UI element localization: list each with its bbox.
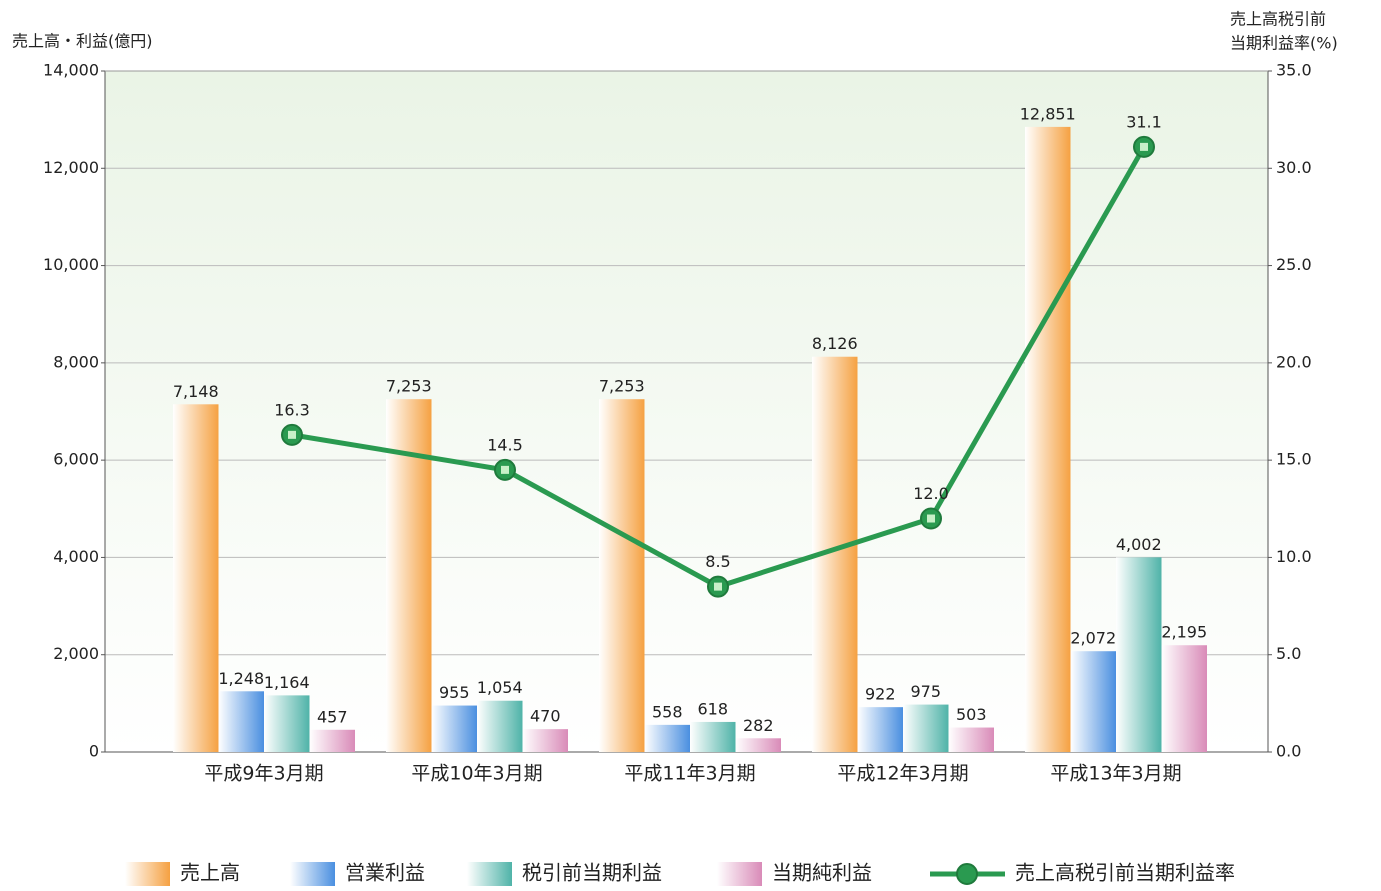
data-label: 2,072: [1070, 629, 1116, 648]
y-tick-label: 12,000: [43, 158, 99, 177]
y-tick-label: 0: [89, 742, 99, 761]
bar: [644, 724, 690, 752]
data-label: 1,248: [218, 669, 264, 688]
point-center: [927, 514, 935, 523]
bar: [264, 695, 310, 752]
y2-tick-label: 15.0: [1276, 450, 1312, 469]
bar: [218, 691, 264, 752]
y-tick-label: 8,000: [53, 352, 99, 371]
data-label: 457: [317, 707, 348, 726]
data-label: 8,126: [812, 334, 858, 353]
legend-label: 売上高: [180, 861, 240, 885]
bar: [309, 729, 355, 752]
legend-swatch: [125, 862, 170, 886]
y2-tick-label: 0.0: [1276, 742, 1301, 761]
legend-label: 当期純利益: [772, 861, 872, 885]
x-tick-label: 平成9年3月期: [204, 763, 323, 785]
data-label: 282: [743, 716, 774, 735]
data-label: 922: [865, 685, 896, 704]
legend-label: 営業利益: [345, 861, 425, 885]
point-center: [1140, 142, 1148, 151]
y2-tick-label: 5.0: [1276, 644, 1301, 663]
y2-tick-label: 20.0: [1276, 352, 1312, 371]
bar: [1070, 651, 1116, 752]
data-label: 558: [652, 702, 683, 721]
x-tick-label: 平成13年3月期: [1050, 763, 1181, 785]
bar: [735, 738, 781, 752]
data-label: 503: [956, 705, 987, 724]
y2-tick-label: 35.0: [1276, 61, 1312, 80]
bar: [1025, 126, 1071, 753]
bar: [477, 700, 523, 752]
data-label: 1,164: [264, 673, 310, 692]
data-label: 7,148: [173, 382, 219, 401]
bar: [431, 705, 477, 752]
x-tick-label: 平成11年3月期: [624, 763, 755, 785]
bar: [599, 399, 645, 752]
point-center: [288, 430, 296, 439]
plot-background: [105, 71, 1268, 752]
x-tick-label: 平成10年3月期: [411, 763, 542, 785]
data-label: 470: [530, 707, 561, 726]
y2-tick-label: 30.0: [1276, 158, 1312, 177]
legend-label: 売上高税引前当期利益率: [1015, 861, 1235, 885]
data-label: 2,195: [1161, 623, 1207, 642]
y2-axis-label: 当期利益率(%): [1230, 34, 1338, 53]
legend-swatch: [717, 862, 762, 886]
legend-label: 税引前当期利益: [522, 861, 662, 885]
y2-tick-label: 10.0: [1276, 547, 1312, 566]
y2-tick-label: 25.0: [1276, 255, 1312, 274]
point-center: [501, 465, 509, 474]
bar: [1161, 645, 1207, 752]
legend-swatch: [467, 862, 512, 886]
y-tick-label: 4,000: [53, 547, 99, 566]
point-center: [714, 582, 722, 591]
bar: [903, 704, 949, 752]
bar: [173, 404, 219, 752]
y2-axis-label: 売上高税引前: [1230, 10, 1326, 29]
y-tick-label: 10,000: [43, 255, 99, 274]
data-label: 7,253: [599, 377, 645, 396]
bar: [522, 729, 568, 752]
data-label: 12.0: [913, 484, 949, 503]
legend-point: [956, 863, 978, 885]
bar: [948, 727, 994, 752]
y-tick-label: 2,000: [53, 644, 99, 663]
bar: [690, 721, 736, 752]
data-label: 1,054: [477, 678, 523, 697]
x-tick-label: 平成12年3月期: [837, 763, 968, 785]
y-tick-label: 14,000: [43, 61, 99, 80]
bar: [857, 707, 903, 752]
data-label: 8.5: [705, 552, 730, 571]
data-label: 4,002: [1116, 535, 1162, 554]
data-label: 975: [910, 682, 941, 701]
data-label: 31.1: [1126, 112, 1162, 131]
data-label: 12,851: [1020, 104, 1076, 123]
legend-swatch: [290, 862, 335, 886]
data-label: 618: [697, 699, 728, 718]
bar: [1116, 557, 1162, 752]
y-axis-label: 売上高・利益(億円): [12, 32, 153, 51]
data-label: 7,253: [386, 377, 432, 396]
data-label: 14.5: [487, 435, 523, 454]
data-label: 16.3: [274, 400, 310, 419]
data-label: 955: [439, 683, 470, 702]
y-tick-label: 6,000: [53, 450, 99, 469]
